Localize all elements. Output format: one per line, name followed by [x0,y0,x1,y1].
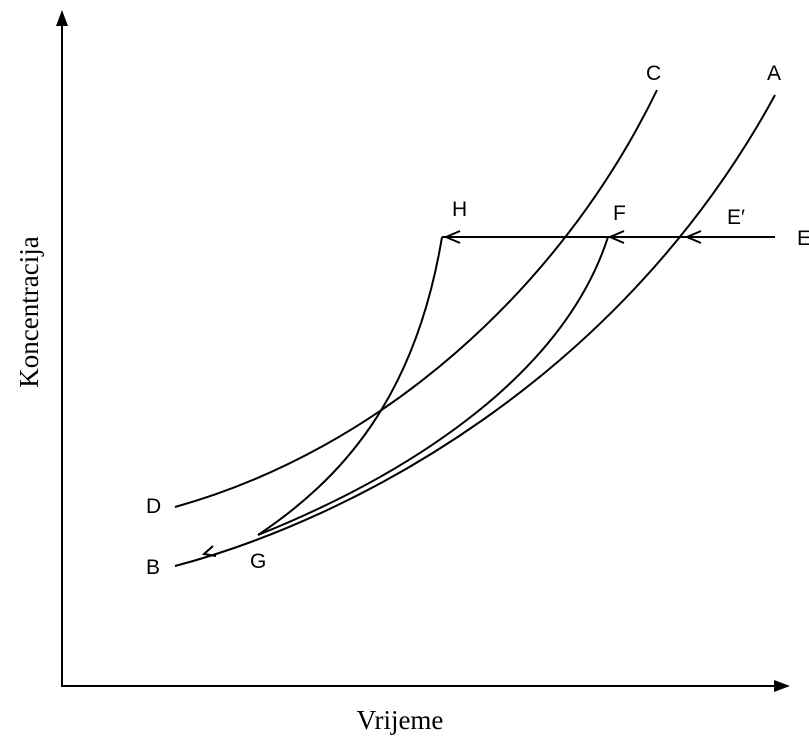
point-label: E′ [727,206,745,229]
arrow [684,230,702,244]
point-label: C [646,62,661,85]
y-axis-arrow [56,10,68,26]
curve-gh [257,236,443,536]
point-label: E [797,227,809,250]
x-axis-label: Vrijeme [357,705,444,735]
curve-ab [174,94,776,567]
point-label: F [613,202,626,225]
arrow [607,230,625,244]
point-label: H [452,198,467,221]
x-axis-arrow [774,680,790,692]
point-label: D [146,495,161,518]
curve-dc [174,89,658,508]
curve-gf [257,236,609,536]
point-label: A [767,62,781,85]
y-axis-label: Koncentracija [14,236,44,387]
point-label: G [250,550,266,573]
point-label: B [146,556,160,579]
arrow [443,230,461,244]
arrow [201,545,217,557]
